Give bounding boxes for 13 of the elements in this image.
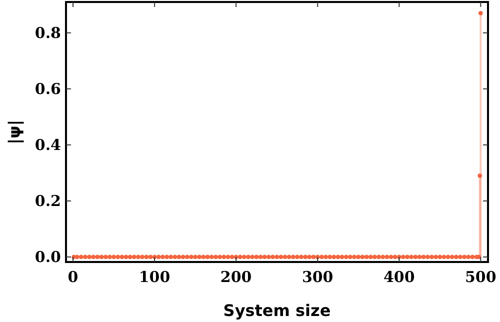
x-tick-label: 200 — [220, 268, 252, 286]
x-tick-label: 500 — [465, 268, 496, 286]
y-axis-title: |ψ| — [5, 120, 24, 144]
x-tick-label: 300 — [302, 268, 334, 286]
y-tick-label: 0.4 — [34, 136, 61, 154]
x-tick-label: 400 — [383, 268, 415, 286]
y-tick-label: 0.2 — [34, 192, 61, 210]
y-tick-label: 0.8 — [34, 24, 61, 42]
y-tick-label: 0.6 — [34, 80, 61, 98]
x-tick-label: 100 — [138, 268, 170, 286]
x-axis-title: System size — [223, 301, 331, 320]
y-tick-label: 0.0 — [34, 248, 61, 266]
x-tick-label: 0 — [68, 268, 78, 286]
